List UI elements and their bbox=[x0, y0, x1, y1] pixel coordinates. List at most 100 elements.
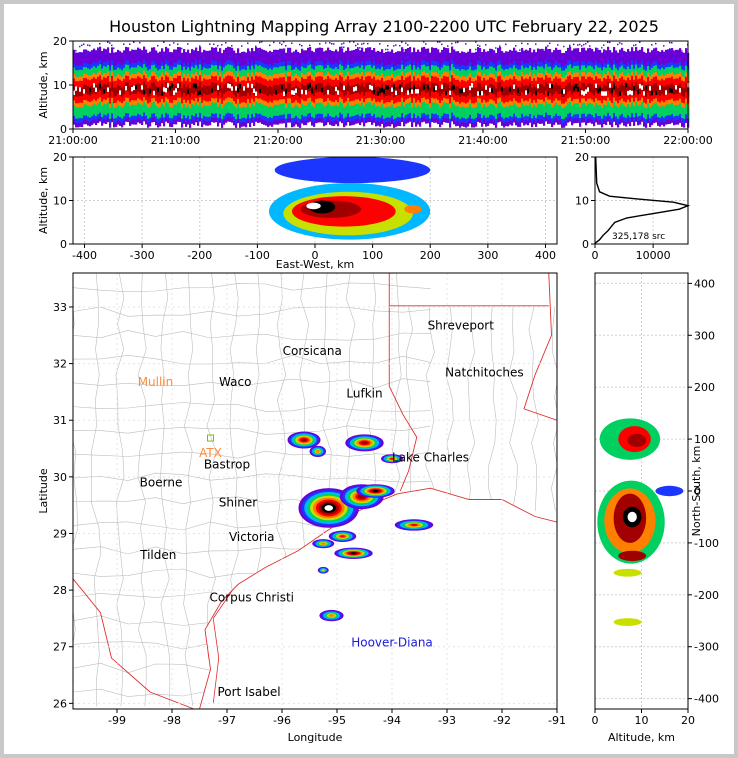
time-height-cell bbox=[251, 83, 254, 89]
time-height-cell bbox=[621, 83, 624, 92]
time-height-cell bbox=[407, 90, 410, 95]
time-height-cell bbox=[333, 86, 336, 96]
time-height-cell bbox=[163, 41, 165, 43]
time-height-cell bbox=[577, 86, 580, 92]
time-height-cell bbox=[399, 84, 402, 89]
map-ytick-3-label: 29 bbox=[53, 527, 67, 540]
time-height-cell bbox=[401, 87, 404, 92]
time-height-cell bbox=[607, 49, 609, 51]
time-height-cell bbox=[645, 88, 648, 98]
time-height-cell bbox=[345, 85, 348, 95]
time-height-cell bbox=[257, 51, 259, 53]
time-height-cell bbox=[235, 88, 238, 98]
time-height-cell bbox=[655, 90, 658, 96]
time-height-cell bbox=[445, 90, 448, 96]
time-height-cell bbox=[253, 88, 256, 93]
time-height-cell bbox=[607, 82, 610, 91]
time-height-cell bbox=[387, 85, 390, 90]
city-label: Shreveport bbox=[428, 319, 495, 333]
storm-cell bbox=[328, 614, 335, 617]
time-height-cell bbox=[341, 46, 343, 49]
time-height-cell bbox=[437, 41, 439, 43]
time-height-cell bbox=[441, 51, 443, 53]
time-height-cell bbox=[429, 87, 432, 97]
time-height-cell bbox=[589, 45, 591, 47]
east-west-cell bbox=[306, 202, 321, 210]
time-height-cell bbox=[521, 42, 523, 45]
time-height-cell bbox=[217, 85, 220, 90]
north-south-xtick-2-label: 20 bbox=[681, 714, 695, 727]
time-height-cell bbox=[257, 83, 260, 93]
time-height-cell bbox=[265, 85, 268, 95]
time-height-cell bbox=[667, 84, 670, 94]
time-height-cell bbox=[393, 84, 396, 89]
time-height-cell bbox=[653, 83, 656, 93]
time-height-cell bbox=[155, 85, 158, 95]
time-height-cell bbox=[343, 85, 346, 91]
time-height-cell bbox=[359, 85, 362, 95]
time-height-cell bbox=[467, 86, 470, 96]
north-south-ytick-7-label: 300 bbox=[694, 329, 715, 342]
time-height-cell bbox=[665, 90, 668, 95]
time-height-cell bbox=[157, 87, 160, 97]
time-height-cell bbox=[499, 82, 502, 91]
time-height-cell bbox=[635, 49, 637, 51]
parish-line bbox=[406, 306, 414, 511]
time-height-cell bbox=[495, 47, 497, 49]
time-height-cell bbox=[619, 91, 622, 96]
time-height-cell bbox=[259, 41, 261, 44]
time-height-cell bbox=[73, 90, 76, 95]
time-height-cell bbox=[635, 82, 638, 91]
time-height-cell bbox=[601, 91, 604, 96]
time-height-cell bbox=[505, 43, 507, 46]
time-height-cell bbox=[471, 87, 474, 97]
time-height-cell bbox=[341, 43, 343, 45]
map-ytick-4-label: 30 bbox=[53, 471, 67, 484]
time-height-cell bbox=[421, 82, 424, 92]
time-height-cell bbox=[239, 88, 242, 98]
time-height-cell bbox=[657, 86, 660, 96]
time-height-cell bbox=[561, 89, 564, 94]
time-height-cell bbox=[529, 83, 532, 93]
time-height-cell bbox=[389, 86, 392, 96]
time-height-cell bbox=[505, 53, 507, 55]
time-height-cell bbox=[517, 56, 519, 59]
time-height-cell bbox=[109, 42, 111, 44]
time-height-cell bbox=[609, 83, 612, 88]
time-height-cell bbox=[457, 41, 459, 44]
time-height-cell bbox=[579, 87, 582, 97]
time-height-cell bbox=[479, 83, 482, 93]
time-height-cell bbox=[217, 44, 219, 47]
time-height-cell bbox=[479, 90, 482, 96]
time-height-cell bbox=[587, 87, 590, 92]
city-label: Waco bbox=[219, 375, 251, 389]
time-height-cell bbox=[619, 51, 621, 54]
time-height-cell bbox=[89, 44, 91, 47]
time-height-cell bbox=[229, 56, 231, 58]
time-height-cell bbox=[557, 44, 559, 46]
time-height-cell bbox=[95, 87, 98, 93]
time-height-cell bbox=[141, 85, 144, 90]
time-height-cell bbox=[313, 87, 316, 97]
time-height-cell bbox=[603, 91, 606, 96]
map-ytick-5-label: 31 bbox=[53, 414, 67, 427]
map-xtick-7-label: -92 bbox=[493, 714, 511, 727]
time-height-cell bbox=[273, 53, 275, 55]
time-height-cell bbox=[621, 43, 623, 45]
time-height-cell bbox=[353, 41, 355, 43]
time-height-cell bbox=[491, 88, 494, 93]
time-height-cell bbox=[547, 84, 550, 94]
time-height-cell bbox=[137, 51, 139, 53]
time-height-cell bbox=[279, 53, 281, 56]
time-height-cell bbox=[309, 44, 311, 47]
time-height-cell bbox=[235, 86, 238, 91]
time-height-cell bbox=[385, 84, 388, 90]
city-label: Victoria bbox=[229, 530, 275, 544]
storm-cell bbox=[350, 552, 357, 555]
time-height-cell bbox=[535, 43, 537, 45]
county-line bbox=[73, 425, 431, 435]
time-height-cell bbox=[477, 44, 479, 47]
time-height-cell bbox=[547, 57, 549, 59]
time-height-cell bbox=[379, 55, 381, 57]
time-height-cell bbox=[485, 85, 488, 90]
